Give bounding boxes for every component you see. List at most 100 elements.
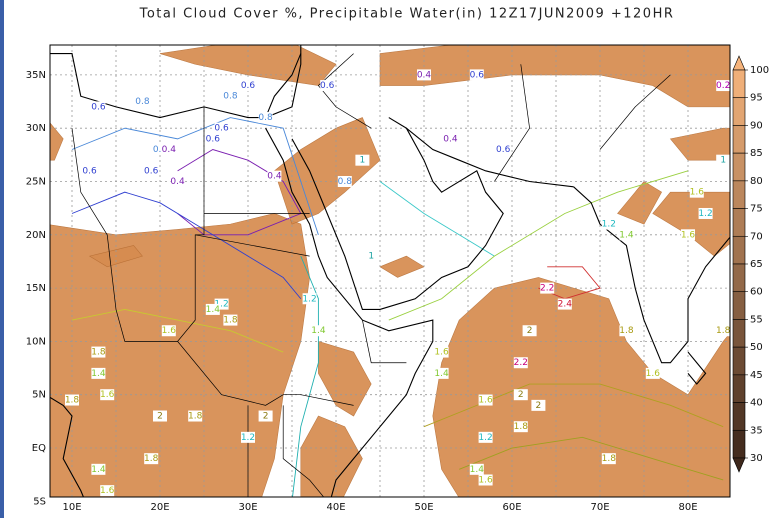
contour-label-bg (645, 367, 660, 379)
lat-label: 15N (26, 283, 46, 294)
contour-label: 1.4 (470, 465, 485, 475)
colorbar-label: 60 (750, 287, 763, 298)
contour-label-bg (258, 112, 273, 124)
contour-label: 0.6 (91, 102, 106, 112)
lat-label: 5S (33, 496, 46, 507)
lat-label: 35N (26, 70, 46, 81)
contour-label: 0.6 (206, 134, 221, 144)
contour-line (177, 149, 302, 236)
contour-label: 1.4 (91, 369, 106, 379)
contour-label: 0.4 (170, 177, 185, 187)
colorbar-cap (732, 55, 746, 71)
cloud-area (50, 213, 310, 497)
cloud-area (379, 45, 730, 108)
contour-label: 1.8 (144, 454, 159, 464)
cloud-area (617, 181, 663, 225)
contour-label: 0.8 (223, 92, 238, 102)
contour-label: 1.6 (100, 390, 115, 400)
contour-line (71, 308, 284, 353)
colorbar-box (732, 263, 746, 293)
contour-label-bg (619, 229, 634, 241)
contour-label: 0.6 (241, 81, 256, 91)
contour-label: 1.4 (434, 369, 449, 379)
contour-label: 1.8 (223, 316, 238, 326)
contour-label-bg (214, 122, 229, 134)
cloud-area (318, 340, 372, 417)
contour-line (379, 181, 495, 257)
contour-label-bg (337, 176, 352, 187)
contour-label: 0.6 (214, 124, 229, 134)
coastline (573, 186, 730, 364)
cloud-area (159, 45, 337, 86)
colorbar-box (732, 152, 746, 182)
contour-label: 1 (360, 156, 366, 166)
contour-label: 0.6 (470, 70, 485, 80)
contour-label-bg (531, 399, 546, 411)
coastline (265, 53, 302, 118)
lon-label: 40E (326, 502, 345, 513)
contour-label: 0.8 (258, 113, 273, 123)
contour-line (292, 255, 319, 497)
contour-label: 0.6 (144, 166, 159, 176)
cloud-area (379, 255, 425, 278)
colorbar-cap (732, 457, 746, 473)
contour-label: 0.4 (417, 70, 432, 80)
contour-label-bg (619, 325, 634, 337)
border (317, 53, 372, 129)
contour-label: 1.2 (214, 300, 228, 310)
contour-label-bg (434, 367, 449, 379)
map-frame (49, 44, 731, 498)
contour-label: 1.6 (646, 369, 661, 379)
contour-label: 2 (263, 412, 269, 422)
contour-label-bg (364, 250, 379, 262)
contour-label: 2 (157, 412, 163, 422)
colorbar-box (732, 402, 746, 431)
contour-label: 1.6 (100, 486, 115, 496)
contour-label: 1 (720, 156, 726, 166)
contour-label-bg (434, 346, 449, 358)
coastline (50, 396, 85, 497)
border (599, 74, 671, 150)
colorbar-label: 65 (750, 259, 763, 270)
border (177, 341, 354, 406)
border (195, 234, 310, 257)
lon-label: 10E (62, 502, 81, 513)
contour-label: 1.6 (162, 326, 177, 336)
contour-label-bg (716, 325, 730, 337)
contour-label: 1.8 (619, 326, 634, 336)
contour-label: 1.8 (602, 454, 617, 464)
contour-label: 0.6 (496, 145, 511, 155)
contour-line (423, 383, 724, 428)
contour-label: 1.8 (188, 412, 203, 422)
contour-label-bg (601, 453, 616, 465)
contour-label-bg (478, 431, 493, 443)
cloud-area (50, 122, 64, 161)
contour-label: 0.8 (135, 97, 150, 107)
colorbar-label: 50 (750, 342, 763, 353)
colorbar-box (732, 291, 746, 320)
colorbar-box (732, 97, 746, 126)
colorbar-box (732, 180, 746, 209)
contour-label: 2 (518, 390, 524, 400)
colorbar-box (732, 374, 746, 403)
contour-label: 1.8 (716, 326, 731, 336)
lat-label: 30N (26, 123, 46, 134)
contour-label-bg (205, 303, 220, 315)
lon-label: 70E (590, 502, 609, 513)
contour-label-bg (601, 218, 616, 230)
contour-label: 1.4 (91, 465, 106, 475)
contour-label-bg (100, 485, 115, 497)
contour-line (71, 117, 319, 235)
contour-label-bg (513, 389, 528, 401)
contour-label-bg (161, 144, 176, 156)
contour-label-bg (91, 463, 106, 475)
contour-label: 0.4 (162, 145, 177, 155)
contour-label-bg (267, 170, 282, 182)
contour-label: 1.6 (434, 348, 449, 358)
contour-label-bg (540, 282, 555, 294)
contour-label: 0.4 (443, 134, 458, 144)
colorbar-box (732, 429, 746, 459)
contour-label-bg (513, 357, 528, 369)
contour-label-bg (478, 394, 493, 406)
